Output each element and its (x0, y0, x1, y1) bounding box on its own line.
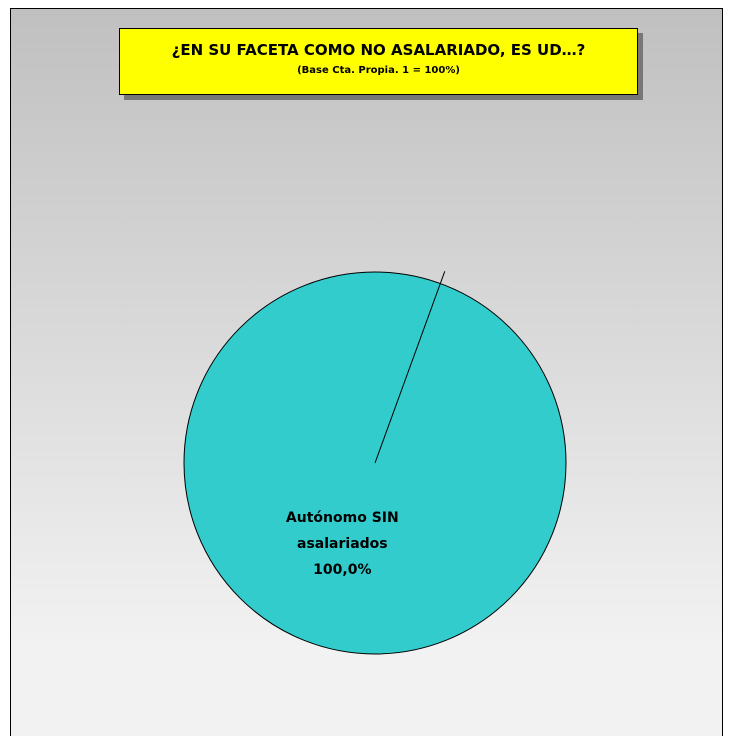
chart-area: ¿EN SU FACETA COMO NO ASALARIADO, ES UD…… (10, 8, 723, 736)
slice-label: Autónomo SIN asalariados (285, 509, 399, 552)
leader-line (374, 271, 446, 464)
value-label: 100,0% (313, 561, 372, 578)
chart-subtitle: (Base Cta. Propia. 1 = 100%) (297, 65, 460, 76)
chart-title: ¿EN SU FACETA COMO NO ASALARIADO, ES UD…… (171, 41, 586, 59)
title-box: ¿EN SU FACETA COMO NO ASALARIADO, ES UD…… (119, 28, 638, 95)
chart (183, 271, 567, 655)
